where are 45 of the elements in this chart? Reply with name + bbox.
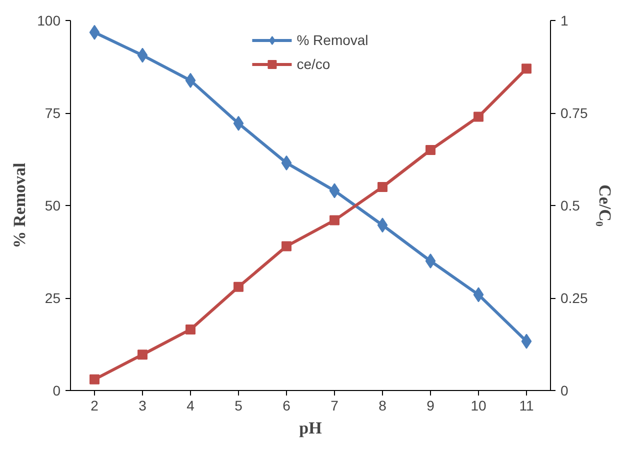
point bbox=[89, 24, 100, 40]
y2-axis-title: Ce/C₀ bbox=[596, 184, 615, 226]
point bbox=[90, 374, 100, 384]
point bbox=[474, 112, 484, 122]
point bbox=[282, 241, 292, 252]
x-tick-label: 2 bbox=[90, 398, 99, 414]
point bbox=[330, 215, 340, 226]
point bbox=[186, 324, 196, 334]
y2-tick-label: 0.25 bbox=[560, 290, 588, 306]
point bbox=[377, 218, 388, 233]
x-tick-label: 9 bbox=[426, 398, 435, 414]
x-tick-label: 6 bbox=[282, 398, 291, 414]
legend-label: ce/co bbox=[296, 56, 330, 72]
y2-tick-label: 1 bbox=[560, 12, 568, 28]
point bbox=[426, 145, 436, 155]
point bbox=[234, 282, 244, 292]
point bbox=[138, 350, 148, 360]
point bbox=[137, 48, 148, 63]
point bbox=[473, 287, 484, 302]
point bbox=[425, 254, 436, 268]
x-tick-label: 10 bbox=[470, 398, 486, 414]
point bbox=[521, 334, 532, 349]
x-tick-label: 5 bbox=[234, 398, 243, 414]
x-tick-label: 8 bbox=[378, 398, 387, 414]
point bbox=[185, 72, 196, 88]
point bbox=[329, 183, 340, 198]
legend-label: % Removal bbox=[296, 32, 368, 48]
x-tick-label: 4 bbox=[186, 398, 195, 414]
x-axis-title: pH bbox=[299, 418, 322, 438]
y-tick-label: 75 bbox=[44, 105, 61, 121]
y-tick-label: 0 bbox=[52, 382, 61, 398]
y-tick-label: 50 bbox=[44, 198, 61, 214]
x-tick-label: 7 bbox=[330, 398, 339, 414]
point bbox=[522, 64, 532, 74]
point bbox=[281, 155, 292, 170]
y-axis-title: % Removal bbox=[10, 162, 30, 248]
point bbox=[233, 116, 244, 131]
y-tick-label: 100 bbox=[37, 12, 61, 28]
x-tick-label: 3 bbox=[138, 398, 147, 414]
y2-tick-label: 0.5 bbox=[560, 198, 580, 214]
point bbox=[378, 182, 388, 192]
y2-tick-label: 0 bbox=[560, 382, 568, 398]
y-tick-label: 25 bbox=[44, 290, 61, 306]
x-tick-label: 11 bbox=[519, 398, 534, 414]
y2-tick-label: 0.75 bbox=[560, 105, 588, 121]
